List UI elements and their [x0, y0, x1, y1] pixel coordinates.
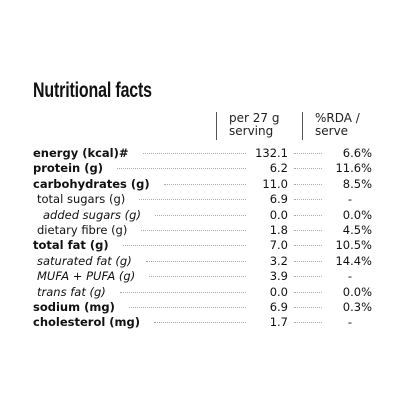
leader-dots	[294, 291, 322, 293]
leader-dots	[119, 291, 246, 293]
leader-dots	[294, 260, 322, 262]
per-serving-value: 1.8	[269, 222, 288, 237]
nutrient-row: total sugars (g) 6.9 -	[33, 192, 372, 207]
rda-value: -	[347, 192, 352, 207]
header-line: %RDA /	[315, 111, 360, 125]
leader-dots	[141, 229, 246, 231]
nutrient-row: dietary fibre (g) 1.8 4.5%	[33, 223, 372, 238]
per-serving-header: per 27 g serving	[216, 112, 279, 140]
per-serving-value: 3.2	[269, 253, 288, 268]
nutrient-label: total fat (g)	[33, 238, 109, 253]
rda-value: 4.5%	[342, 222, 372, 237]
header-line: serving	[229, 124, 274, 138]
nutrient-row: total fat (g) 7.0 10.5%	[33, 238, 372, 253]
rda-value: 0.0%	[342, 207, 372, 222]
leader-dots	[294, 245, 322, 247]
leader-dots	[294, 276, 322, 278]
nutrient-row: added sugars (g) 0.0 0.0%	[33, 208, 372, 223]
leader-dots	[294, 229, 322, 231]
rda-value: 14.4%	[335, 253, 372, 268]
leader-dots	[145, 260, 246, 262]
nutrient-label: carbohydrates (g)	[33, 176, 150, 191]
nutrient-label: added sugars (g)	[43, 207, 141, 222]
per-serving-value: 6.2	[269, 161, 288, 176]
per-serving-value: 0.0	[269, 207, 288, 222]
leader-dots	[294, 153, 322, 154]
rda-value: 0.3%	[342, 299, 372, 314]
nutrient-row: MUFA + PUFA (g) 3.9 -	[33, 269, 372, 284]
rda-value: -	[347, 315, 352, 330]
header-line: per 27 g	[229, 111, 280, 125]
nutrient-label: dietary fibre (g)	[37, 222, 128, 237]
rda-header: %RDA / serve	[302, 112, 360, 140]
nutrient-row: cholesterol (mg) 1.7 -	[33, 315, 372, 330]
title: Nutritional facts	[33, 79, 152, 102]
nutrient-label: cholesterol (mg)	[33, 315, 141, 330]
per-serving-value: 3.9	[269, 269, 288, 284]
leader-dots	[154, 322, 246, 324]
nutrient-label: saturated fat (g)	[37, 253, 132, 268]
per-serving-value: 132.1	[255, 146, 288, 160]
per-serving-value: 6.9	[269, 299, 288, 314]
leader-dots	[149, 276, 246, 278]
leader-dots	[294, 199, 322, 201]
per-serving-value: 6.9	[269, 192, 288, 207]
leader-dots	[122, 245, 246, 247]
per-serving-value: 1.7	[269, 315, 288, 330]
leader-dots	[142, 153, 246, 154]
rda-value: -	[347, 269, 352, 284]
rda-value: 6.6%	[342, 146, 372, 160]
nutrient-row: sodium (mg) 6.9 0.3%	[33, 300, 372, 315]
leader-dots	[116, 168, 246, 170]
nutrient-label: total sugars (g)	[37, 192, 126, 207]
leader-dots	[294, 306, 322, 308]
nutrient-row: energy (kcal)# 132.1 6.6%	[33, 146, 372, 161]
leader-dots	[294, 168, 322, 170]
leader-dots	[294, 183, 322, 185]
leader-dots	[294, 214, 322, 216]
leader-dots	[128, 306, 246, 308]
nutrient-row: saturated fat (g) 3.2 14.4%	[33, 254, 372, 269]
per-serving-value: 7.0	[269, 238, 288, 253]
nutrient-label: protein (g)	[33, 161, 103, 176]
rda-value: 10.5%	[335, 238, 372, 253]
nutrient-label: energy (kcal)#	[33, 146, 129, 160]
nutrient-label: trans fat (g)	[37, 284, 106, 299]
nutrient-row: protein (g) 6.2 11.6%	[33, 161, 372, 176]
header-line: serve	[315, 124, 349, 138]
leader-dots	[139, 199, 246, 201]
leader-dots	[163, 183, 246, 185]
rda-value: 8.5%	[342, 176, 372, 191]
leader-dots	[294, 322, 322, 324]
rda-value: 0.0%	[342, 284, 372, 299]
rda-value: 11.6%	[335, 161, 372, 176]
nutrient-row: carbohydrates (g) 11.0 8.5%	[33, 177, 372, 192]
nutrient-label: MUFA + PUFA (g)	[37, 269, 136, 284]
per-serving-value: 0.0	[269, 284, 288, 299]
nutrient-row: trans fat (g) 0.0 0.0%	[33, 285, 372, 300]
leader-dots	[154, 214, 246, 216]
per-serving-value: 11.0	[262, 176, 288, 191]
nutrition-table: energy (kcal)# 132.1 6.6% protein (g) 6.2 11.…	[33, 146, 372, 331]
nutrient-label: sodium (mg)	[33, 299, 115, 314]
